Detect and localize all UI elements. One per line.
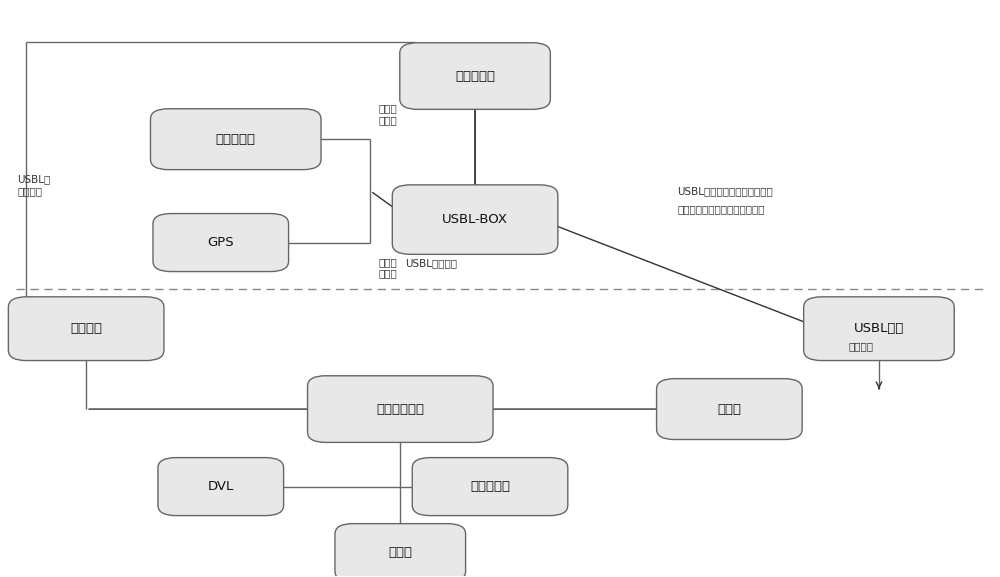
FancyBboxPatch shape bbox=[412, 458, 568, 516]
Text: USBL定位指令、其它控制指令: USBL定位指令、其它控制指令 bbox=[678, 186, 773, 196]
FancyBboxPatch shape bbox=[8, 297, 164, 361]
FancyBboxPatch shape bbox=[158, 458, 284, 516]
FancyBboxPatch shape bbox=[335, 524, 466, 577]
Text: 潜器控制系统: 潜器控制系统 bbox=[376, 403, 424, 415]
Text: 应答器: 应答器 bbox=[717, 403, 741, 415]
Text: 应答器距基阵的距离、角度信息: 应答器距基阵的距离、角度信息 bbox=[678, 204, 765, 214]
FancyBboxPatch shape bbox=[804, 297, 954, 361]
Text: USBL基阵: USBL基阵 bbox=[854, 322, 904, 335]
Text: 监控计算机: 监控计算机 bbox=[455, 70, 495, 83]
FancyBboxPatch shape bbox=[153, 213, 289, 272]
Text: USBL的
定位数据: USBL的 定位数据 bbox=[17, 174, 51, 196]
FancyBboxPatch shape bbox=[657, 379, 802, 440]
FancyBboxPatch shape bbox=[150, 109, 321, 170]
FancyBboxPatch shape bbox=[400, 43, 550, 110]
Text: USBL-BOX: USBL-BOX bbox=[442, 213, 508, 226]
FancyBboxPatch shape bbox=[308, 376, 493, 443]
Text: 母船位
置信息: 母船位 置信息 bbox=[378, 257, 397, 279]
Text: 母船姿
态信息: 母船姿 态信息 bbox=[378, 103, 397, 125]
Text: USBL定位信息: USBL定位信息 bbox=[405, 258, 457, 268]
Text: 角速度陀螺: 角速度陀螺 bbox=[470, 480, 510, 493]
Text: 水声信号: 水声信号 bbox=[849, 342, 874, 351]
Text: DVL: DVL bbox=[208, 480, 234, 493]
Text: 姿态传感器: 姿态传感器 bbox=[216, 133, 256, 146]
Text: GPS: GPS bbox=[207, 236, 234, 249]
Text: 深度计: 深度计 bbox=[388, 546, 412, 559]
Text: 声通讯机: 声通讯机 bbox=[70, 322, 102, 335]
FancyBboxPatch shape bbox=[392, 185, 558, 254]
